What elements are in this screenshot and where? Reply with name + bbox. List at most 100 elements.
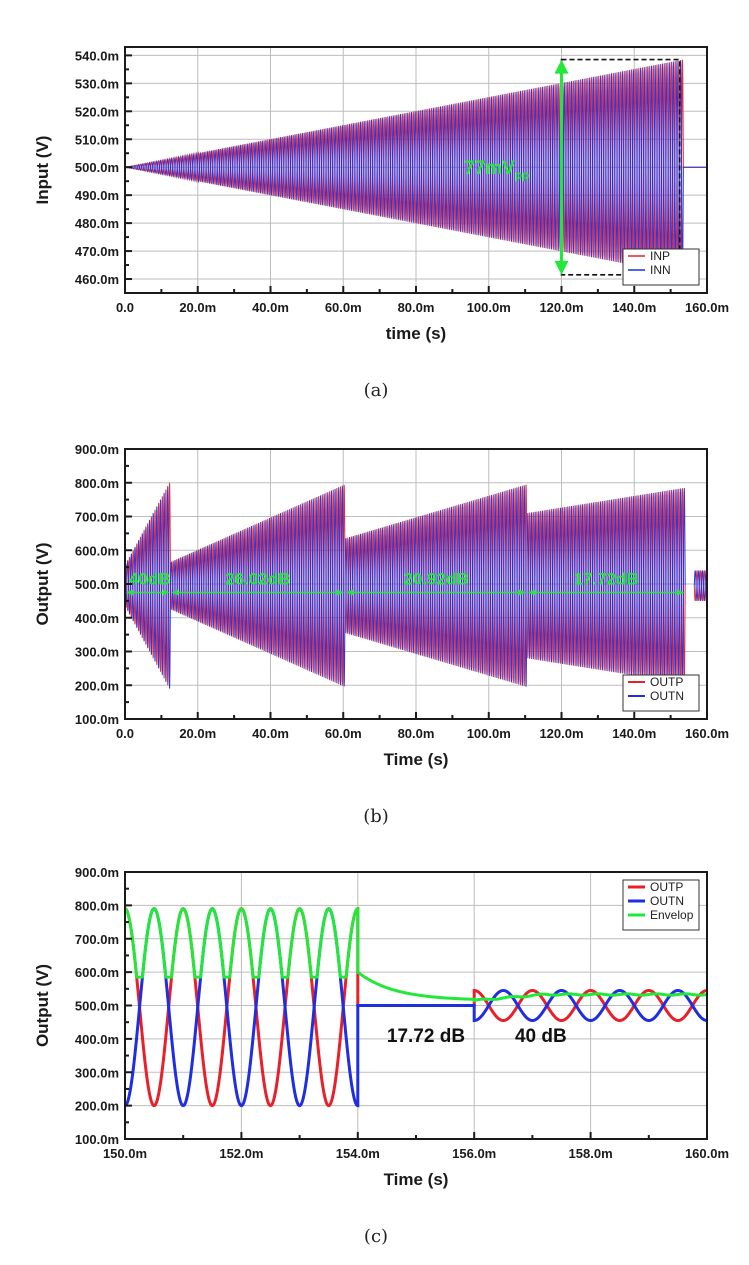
panel-b-x-axis-label: Time (s)	[384, 750, 449, 769]
x-tick-label: 140.0m	[612, 300, 656, 315]
gain-span-arrow-right	[337, 589, 345, 596]
legend-label-outp: OUTP	[650, 675, 683, 689]
y-tick-label: 100.0m	[75, 1132, 119, 1147]
x-tick-label: 152.0m	[219, 1146, 263, 1161]
gain-span-arrow-left	[346, 589, 354, 596]
x-tick-label: 20.0m	[179, 300, 216, 315]
panel-a-x-axis-label: time (s)	[386, 324, 446, 343]
amplitude-arrow-head-top	[554, 59, 569, 74]
y-tick-label: 200.0m	[75, 678, 119, 693]
amplitude-dashed-box	[560, 58, 681, 276]
x-tick-label: 80.0m	[398, 726, 435, 741]
y-tick-label: 490.0m	[75, 188, 119, 203]
series-envelop-line	[125, 907, 707, 1003]
amplitude-label-subscript: pp	[515, 168, 530, 182]
y-tick-label: 470.0m	[75, 244, 119, 259]
y-tick-label: 200.0m	[75, 1099, 119, 1114]
y-tick-label: 400.0m	[75, 1032, 119, 1047]
panel-c-x-axis-label: Time (s)	[384, 1170, 449, 1189]
x-tick-label: 158.0m	[569, 1146, 613, 1161]
y-tick-label: 510.0m	[75, 132, 119, 147]
series-outp-line	[125, 907, 707, 1108]
x-tick-label: 160.0m	[685, 726, 729, 741]
y-tick-label: 500.0m	[75, 160, 119, 175]
gain-span-arrow-left	[527, 589, 535, 596]
y-tick-label: 530.0m	[75, 76, 119, 91]
x-tick-label: 160.0m	[685, 300, 729, 315]
y-tick-label: 700.0m	[75, 932, 119, 947]
y-tick-label: 480.0m	[75, 216, 119, 231]
gain-annotation-2: 40 dB	[515, 1026, 567, 1047]
series-inn-line	[125, 60, 707, 275]
y-tick-label: 300.0m	[75, 645, 119, 660]
x-tick-label: 0.0	[116, 300, 134, 315]
x-tick-label: 60.0m	[325, 300, 362, 315]
gain-label: 20.92dB	[403, 569, 468, 588]
y-tick-label: 100.0m	[75, 712, 119, 727]
x-tick-label: 150.0m	[103, 1146, 147, 1161]
panel-b: 40dB 26.02dB 20.92dB 17.72dB 0.0 20.0m 40.0m 6…	[33, 442, 729, 827]
y-tick-label: 600.0m	[75, 543, 119, 558]
y-tick-label: 500.0m	[75, 999, 119, 1014]
x-tick-label: 140.0m	[612, 726, 656, 741]
x-tick-label: 20.0m	[179, 726, 216, 741]
panel-c-y-axis-label: Output (V)	[33, 964, 52, 1047]
y-tick-label: 500.0m	[75, 577, 119, 592]
x-tick-label: 160.0m	[685, 1146, 729, 1161]
gain-span-arrow-right	[677, 589, 685, 596]
x-tick-label: 120.0m	[539, 726, 583, 741]
x-tick-label: 40.0m	[252, 726, 289, 741]
y-tick-label: 520.0m	[75, 104, 119, 119]
series-outn-line	[125, 907, 707, 1108]
y-tick-label: 400.0m	[75, 611, 119, 626]
panel-b-annotations: 40dB 26.02dB 20.92dB 17.72dB	[126, 569, 685, 596]
legend-label-inn: INN	[650, 263, 671, 277]
panel-b-ticks: 0.0 20.0m 40.0m 60.0m 80.0m 100.0m 120.0m 140.0…	[75, 442, 729, 741]
panel-a-ticks: 0.0 20.0m 40.0m 60.0m 80.0m 100.0m 120.0m 140.0…	[75, 48, 729, 315]
panel-a-y-axis-label: Input (V)	[33, 136, 52, 205]
x-tick-label: 80.0m	[398, 300, 435, 315]
panel-a-signals	[125, 59, 707, 275]
legend-box	[622, 248, 700, 286]
panel-c-caption: (c)	[364, 1226, 388, 1247]
y-tick-label: 700.0m	[75, 510, 119, 525]
x-tick-label: 60.0m	[325, 726, 362, 741]
gain-label: 26.02dB	[225, 569, 290, 588]
y-tick-label: 900.0m	[75, 442, 119, 457]
legend-label-outp: OUTP	[650, 880, 683, 894]
y-tick-label: 600.0m	[75, 965, 119, 980]
gain-span-arrow-left	[126, 589, 133, 596]
y-tick-label: 460.0m	[75, 272, 119, 287]
panel-b-caption: (b)	[363, 806, 389, 827]
legend-label-outn: OUTN	[650, 894, 684, 908]
gain-span-arrow-right	[162, 589, 170, 596]
panel-c-ticks: 150.0m 152.0m 154.0m 156.0m 158.0m 160.0m 100.…	[75, 865, 729, 1161]
gain-span-arrow-right	[518, 589, 526, 596]
gain-label: 17.72dB	[573, 569, 638, 588]
y-tick-label: 900.0m	[75, 865, 119, 880]
panel-b-y-axis-label: Output (V)	[33, 542, 52, 625]
panel-c-signals	[125, 907, 707, 1108]
x-tick-label: 156.0m	[452, 1146, 496, 1161]
panel-a: 77mVpp 0.0 20.0m 40.0m 60.0m 80.0m 100.0m 120.…	[33, 46, 729, 401]
panel-b-signals	[125, 482, 707, 689]
x-tick-label: 100.0m	[467, 300, 511, 315]
legend-label-envelop: Envelop	[650, 908, 694, 922]
x-tick-label: 120.0m	[539, 300, 583, 315]
panel-c-annotations: 17.72 dB 40 dB	[387, 1026, 567, 1047]
gain-label: 40dB	[129, 569, 171, 588]
panel-a-caption: (a)	[364, 380, 389, 401]
y-tick-label: 540.0m	[75, 48, 119, 63]
x-tick-label: 100.0m	[467, 726, 511, 741]
y-tick-label: 800.0m	[75, 476, 119, 491]
series-outn-line	[125, 485, 707, 689]
x-tick-label: 0.0	[116, 726, 134, 741]
legend-label-inp: INP	[650, 249, 670, 263]
panel-c: 17.72 dB 40 dB 150.0m 152.0m 154.0m 156.0m 15…	[33, 865, 729, 1247]
gain-annotation-1: 17.72 dB	[387, 1026, 465, 1047]
amplitude-arrow-head-bottom	[554, 260, 569, 275]
